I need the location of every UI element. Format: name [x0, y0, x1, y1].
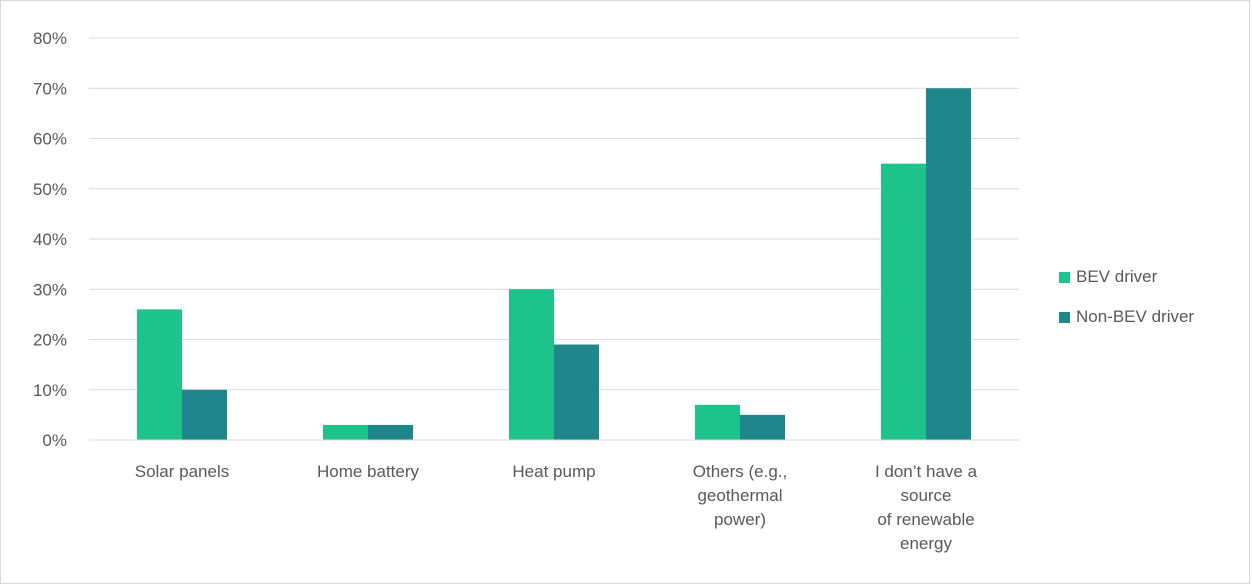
legend-item: BEV driver [1059, 263, 1194, 291]
x-tick-label: Home battery [317, 462, 420, 481]
bar [137, 309, 182, 440]
x-tick-label: energy [900, 534, 952, 553]
x-tick-label: I don’t have a [875, 462, 978, 481]
x-tick-label: Solar panels [135, 462, 230, 481]
y-tick-label: 20% [33, 331, 67, 350]
legend-item: Non-BEV driver [1059, 303, 1194, 331]
x-tick-label: Others (e.g., [693, 462, 787, 481]
legend-label: Non-BEV driver [1076, 307, 1195, 326]
y-tick-label: 50% [33, 180, 67, 199]
y-tick-label: 30% [33, 280, 67, 299]
y-tick-label: 10% [33, 381, 67, 400]
bar [695, 404, 740, 440]
x-tick-label: geothermal [697, 486, 782, 505]
bar [740, 414, 785, 440]
x-tick-label: source [900, 486, 951, 505]
x-tick-label: of renewable [877, 510, 974, 529]
legend-swatch [1059, 311, 1070, 323]
x-tick-label: power) [714, 510, 766, 529]
bar [368, 424, 413, 440]
y-tick-label: 0% [42, 431, 67, 450]
bar [926, 88, 971, 440]
legend: BEV driver Non-BEV driver [1059, 263, 1194, 343]
x-tick-label: Heat pump [512, 462, 595, 481]
y-tick-label: 80% [33, 29, 67, 48]
bar [881, 163, 926, 440]
bar [509, 289, 554, 440]
legend-swatch [1059, 271, 1070, 283]
y-tick-label: 70% [33, 79, 67, 98]
bar [182, 389, 227, 440]
y-tick-label: 40% [33, 230, 67, 249]
bar [554, 344, 599, 440]
y-tick-label: 60% [33, 130, 67, 149]
bar [323, 424, 368, 440]
legend-label: BEV driver [1076, 267, 1158, 286]
